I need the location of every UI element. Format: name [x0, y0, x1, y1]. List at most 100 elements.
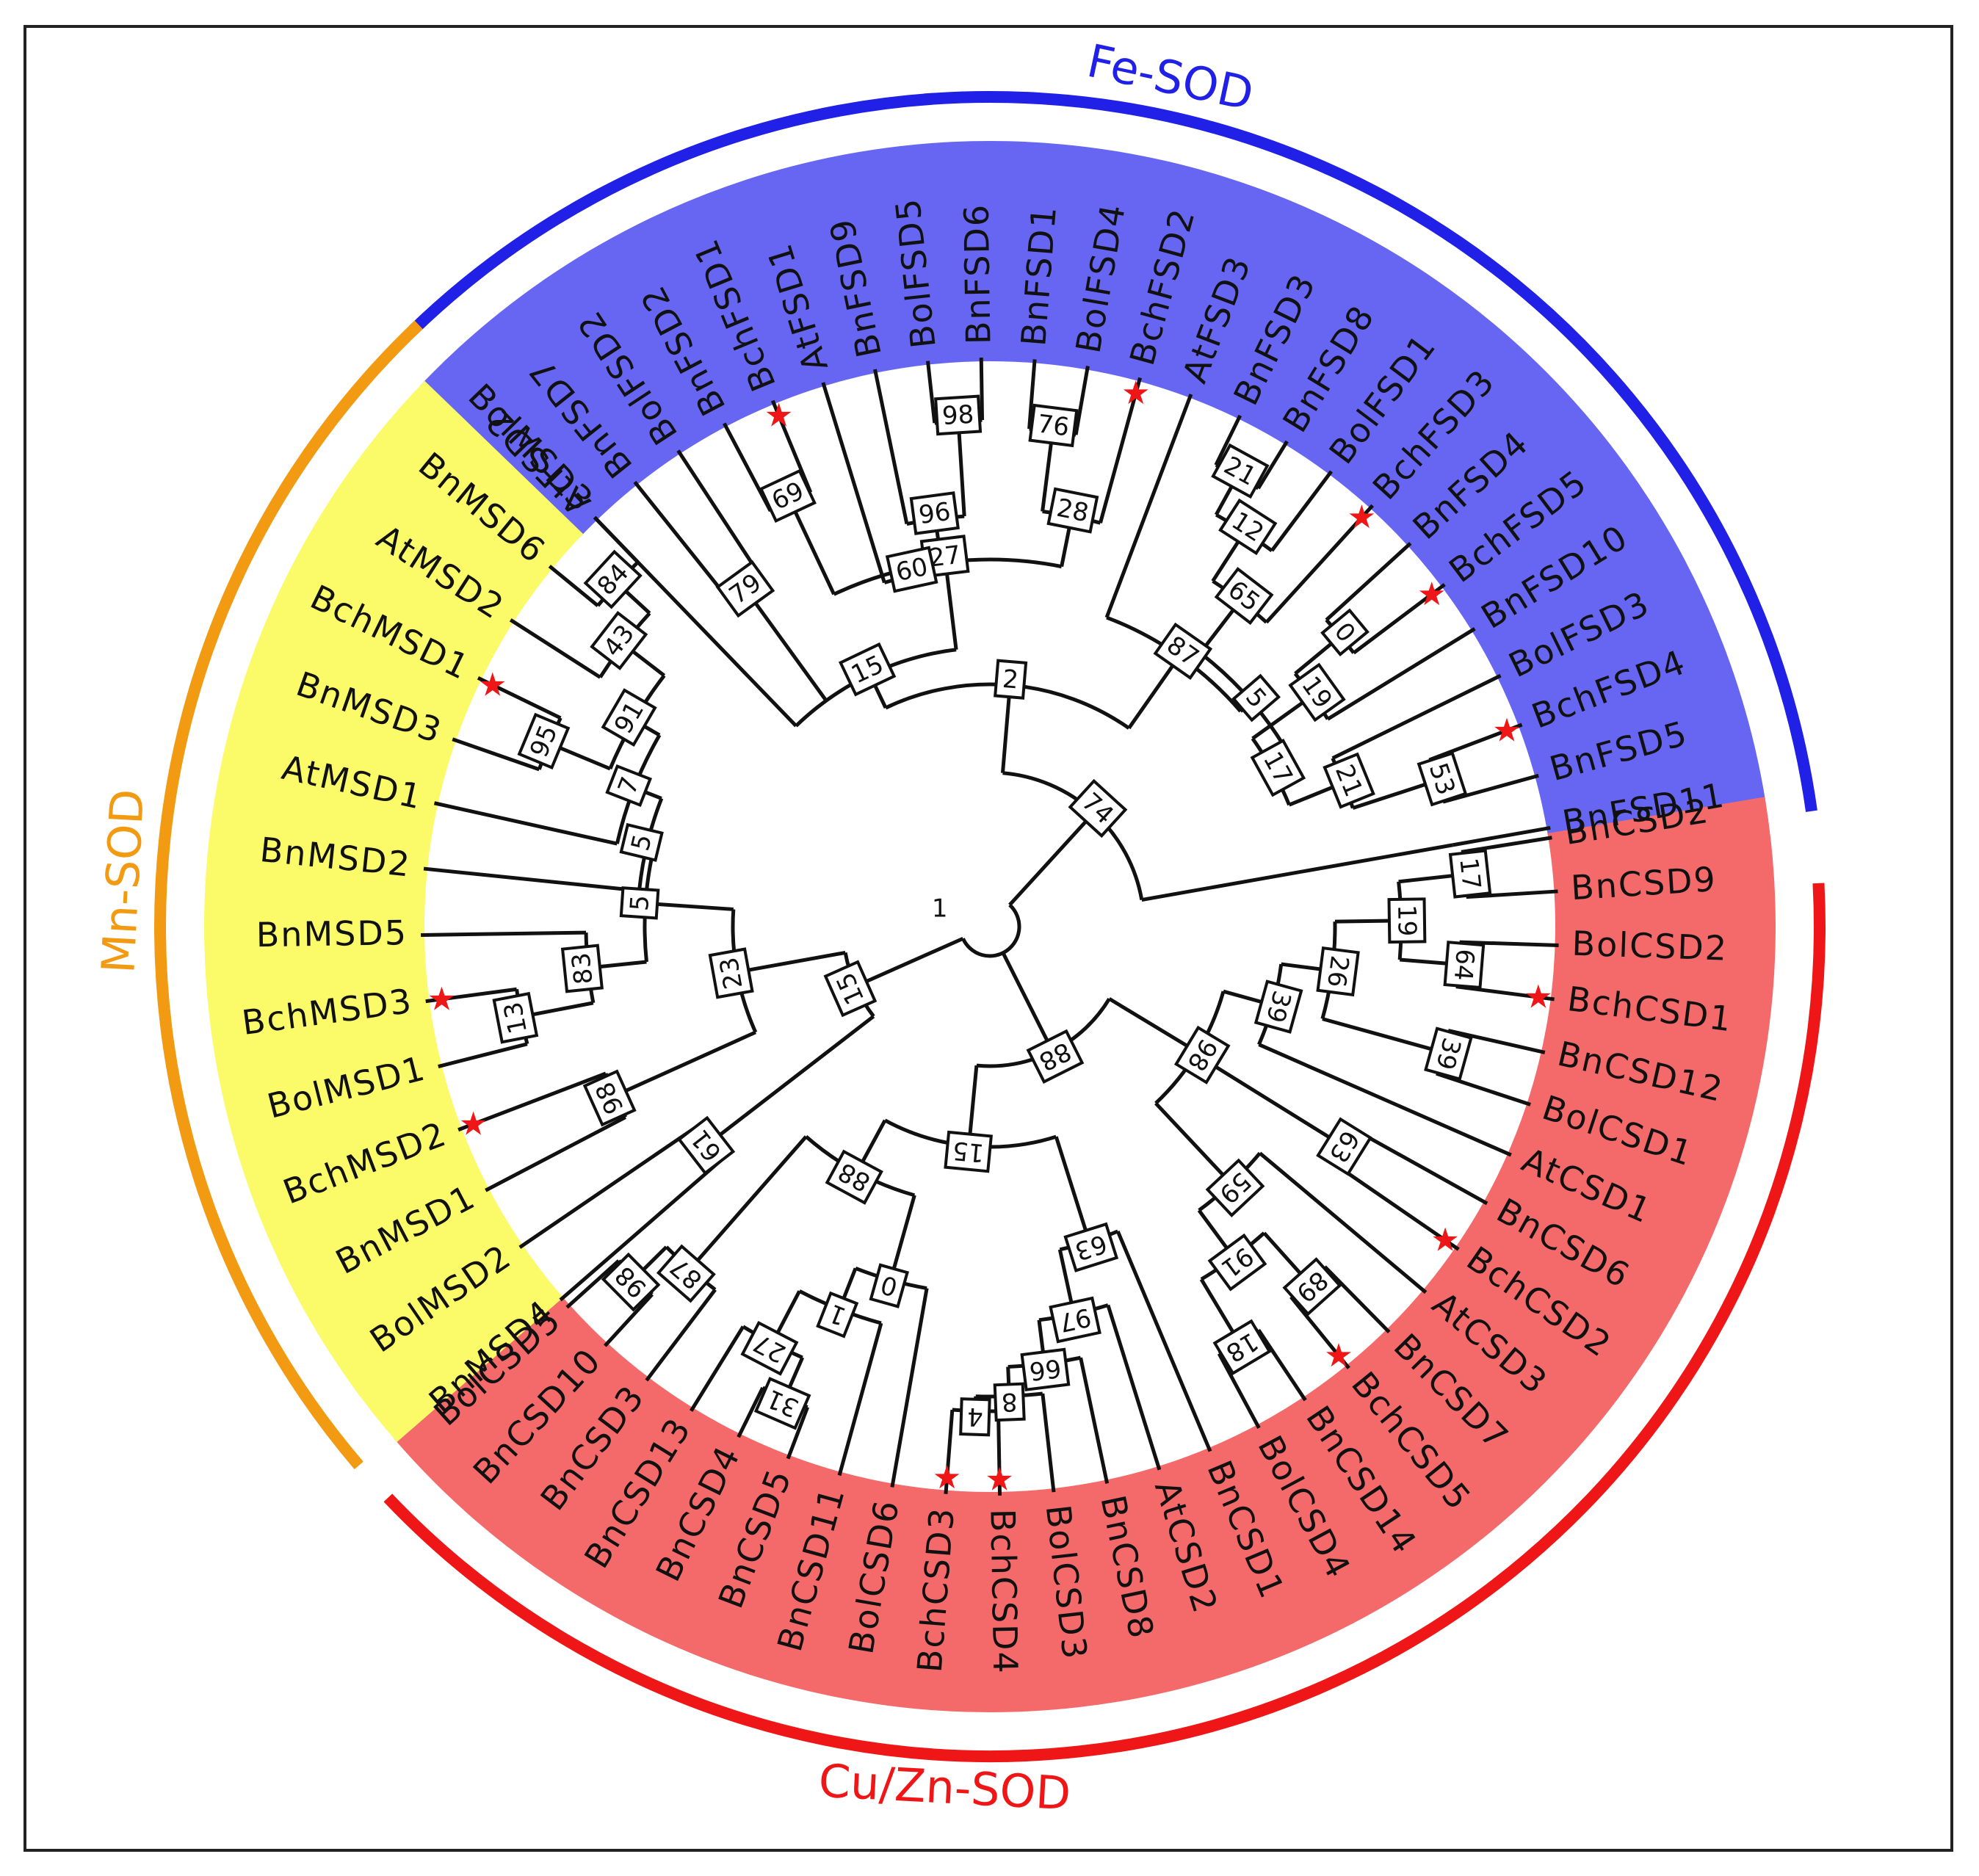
branch-radial: [890, 1288, 929, 1488]
branch-radial: [690, 1325, 745, 1412]
branch-radial: [956, 421, 966, 517]
branch-radial: [1442, 773, 1539, 804]
branch-radial: [1352, 778, 1438, 810]
bootstrap-node: 23: [708, 947, 754, 999]
branch-radial: [1041, 431, 1054, 512]
branch-radial: [1000, 684, 1012, 773]
clade-fills: [203, 141, 1776, 1713]
branch-radial: [1348, 1125, 1488, 1206]
branch-radial: [1041, 1393, 1056, 1493]
bootstrap-value: 8: [1001, 1387, 1018, 1417]
branch-radial: [1154, 1101, 1233, 1185]
branch-radial: [688, 1135, 808, 1271]
mn-group-label: Mn-SOD: [91, 788, 154, 975]
bootstrap-node: 66: [1020, 1347, 1071, 1391]
star-marker: ★: [985, 1460, 1013, 1498]
bootstrap-value: 26: [1321, 954, 1354, 989]
mn-clade-arc: [154, 320, 423, 1470]
bootstrap-node: 39: [1253, 979, 1303, 1034]
bootstrap-node: 2: [994, 659, 1028, 700]
bootstrap-node: 8: [993, 1382, 1026, 1422]
bootstrap-node: 0: [1320, 608, 1370, 657]
leaf-label: BnMSD5: [256, 913, 408, 955]
branch-radial: [1106, 1304, 1162, 1471]
branch-radial: [737, 950, 846, 974]
bootstrap-value: 96: [917, 497, 952, 530]
star-marker: ★: [1121, 374, 1150, 412]
bootstrap-node: 88: [825, 1149, 883, 1205]
branch-radial: [821, 382, 886, 584]
fe-clade-arc: [409, 91, 1817, 812]
bootstrap-node: 76: [1028, 403, 1079, 448]
bootstrap-value: 66: [1027, 1352, 1063, 1386]
bootstrap-node: 0: [869, 1263, 910, 1308]
branch-radial: [1428, 722, 1523, 762]
bootstrap-node: 79: [715, 559, 775, 618]
bootstrap-node: 69: [759, 468, 817, 524]
bootstrap-node: 7: [605, 764, 652, 808]
bootstrap-node: 15: [944, 1130, 994, 1173]
star-marker: ★: [478, 666, 507, 703]
star-marker: ★: [764, 396, 793, 434]
bootstrap-value: 64: [1448, 948, 1480, 982]
branch-radial: [645, 1288, 717, 1382]
bootstrap-node: 53: [1417, 751, 1468, 807]
branch-radial: [747, 592, 828, 702]
star-marker: ★: [1430, 1222, 1459, 1259]
branch-radial: [837, 1322, 883, 1477]
bootstrap-value: 97: [1057, 1302, 1094, 1337]
bootstrap-value: 98: [941, 400, 975, 432]
branch-radial: [944, 1409, 955, 1494]
star-marker: ★: [1524, 979, 1552, 1016]
branch-radial: [421, 930, 587, 937]
bootstrap-node: 59: [1205, 1158, 1265, 1217]
stars: ★ ★ ★ ★ ★ ★ ★ ★ ★ ★ ★ ★ ★: [427, 374, 1553, 1498]
branch-radial: [438, 1042, 528, 1068]
bootstrap-value: 4: [967, 1402, 984, 1432]
cuzn-group-label: Cu/Zn-SOD: [817, 1754, 1072, 1821]
bootstrap-node: 27: [740, 1320, 799, 1376]
cuzn-clade-fill: [392, 797, 1776, 1713]
branch-radial: [737, 1386, 764, 1438]
star-marker: ★: [427, 980, 456, 1018]
bootstrap-node: 21: [1323, 752, 1375, 809]
bootstrap-node: 4: [959, 1397, 991, 1437]
branch-radial: [1127, 655, 1182, 730]
branch-radial: [452, 737, 540, 772]
branch-radial: [633, 480, 735, 606]
branch-radial: [1256, 1328, 1307, 1402]
branch-radial: [944, 562, 958, 651]
leaf-label: BolCSD2: [1571, 924, 1729, 968]
leaf-label: BnCSD9: [1570, 859, 1718, 908]
star-marker: ★: [1347, 499, 1376, 536]
bootstrap-node: 87: [1153, 622, 1213, 680]
branch-radial: [1115, 1230, 1212, 1452]
bootstrap-node: 91: [1207, 1233, 1267, 1292]
bootstrap-value: 76: [1035, 409, 1071, 442]
branch-radial: [1256, 440, 1289, 490]
branch-radial: [1331, 673, 1502, 760]
branch-radial: [1322, 1017, 1444, 1054]
fe-clade-fill: [419, 141, 1766, 839]
branch-radial: [723, 422, 773, 513]
branch-radial: [1258, 1043, 1512, 1157]
bootstrap-value: 60: [893, 552, 930, 587]
branch-radial: [518, 1123, 700, 1249]
branch-radial: [1466, 889, 1558, 899]
bootstrap-node: 5: [1231, 673, 1281, 722]
branch-radial: [457, 1071, 607, 1132]
branch-radial: [979, 358, 985, 421]
branch-radial: [1455, 985, 1555, 1002]
bootstrap-node: 65: [1214, 567, 1274, 626]
branch-radial: [1461, 836, 1552, 854]
cuzn-clade-arc: [383, 883, 1826, 1762]
bootstrap-node: 64: [1443, 941, 1486, 990]
bootstrap-node: 17: [1448, 849, 1492, 899]
branch-radial: [559, 1156, 726, 1302]
branch-radial: [1008, 811, 1096, 907]
bootstrap-node: 61: [677, 1115, 736, 1176]
leaf-label: BchCSD4: [983, 1508, 1025, 1675]
bootstrap-value: 17: [1453, 856, 1486, 891]
branch-radial: [1259, 1151, 1428, 1294]
bootstrap-node: 26: [1316, 946, 1360, 997]
